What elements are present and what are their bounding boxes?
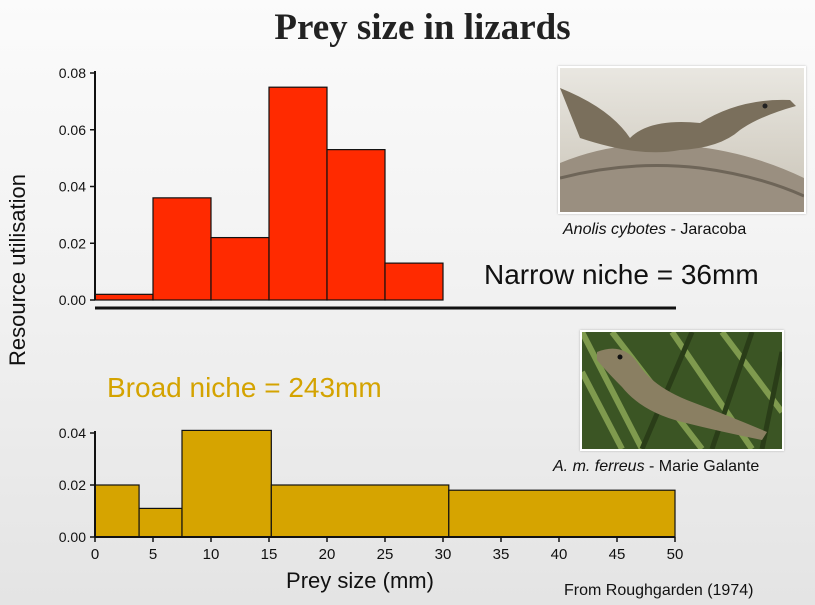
- x-tick-label-6: 30: [435, 546, 452, 563]
- bottom-bar-0: [94, 484, 140, 538]
- photo2-location: - Marie Galante: [644, 458, 760, 475]
- top-bar-1: [152, 197, 212, 301]
- bottom-y-tick-label-0: 0.04: [59, 425, 86, 441]
- bottom-y-tick-label-1: 0.02: [59, 477, 86, 493]
- x-tick-label-8: 40: [551, 546, 568, 563]
- source-citation: From Roughgarden (1974): [564, 582, 754, 599]
- top-bar-0: [94, 293, 154, 301]
- bottom-bar-4: [448, 489, 676, 538]
- x-tick-label-2: 10: [203, 546, 220, 563]
- x-tick-label-4: 20: [319, 546, 336, 563]
- photo1-location: - Jaracoba: [666, 221, 747, 238]
- axes: 0.08 0.06 0.04 0.02 0.00 0.04 0.02 0.00 0 5 10 15 20…: [5, 65, 683, 593]
- top-histogram: [94, 86, 444, 301]
- top-bar-2: [210, 236, 270, 301]
- bottom-y-tick-label-2: 0.00: [59, 529, 86, 545]
- top-bar-3: [268, 86, 328, 301]
- photo2-caption: A. m. ferreus - Marie Galante: [553, 458, 759, 476]
- x-tick-label-10: 50: [667, 546, 684, 563]
- top-y-tick-label-1: 0.06: [59, 122, 86, 138]
- bottom-bar-1: [138, 507, 183, 538]
- y-axis-title: Resource utilisation: [5, 174, 30, 366]
- x-tick-label-5: 25: [377, 546, 394, 563]
- top-y-tick-label-0: 0.08: [59, 65, 86, 81]
- x-tick-label-9: 45: [609, 546, 626, 563]
- top-y-tick-label-4: 0.00: [59, 292, 86, 308]
- x-tick-label-3: 15: [261, 546, 278, 563]
- x-tick-label-1: 5: [149, 546, 157, 563]
- am-ferreus-photo: [580, 330, 784, 451]
- x-axis-title: Prey size (mm): [286, 568, 434, 593]
- anolis-cybotes-photo: [558, 66, 806, 214]
- photo1-caption: Anolis cybotes - Jaracoba: [563, 221, 746, 239]
- top-y-tick-label-3: 0.02: [59, 235, 86, 251]
- photo2-species: A. m. ferreus: [553, 458, 645, 475]
- x-tick-label-0: 0: [91, 546, 99, 563]
- chart-title: Prey size in lizards: [274, 7, 571, 48]
- top-bar-4: [326, 149, 386, 301]
- top-y-tick-label-2: 0.04: [59, 179, 86, 195]
- broad-niche-label: Broad niche = 243mm: [107, 372, 382, 403]
- narrow-niche-label: Narrow niche = 36mm: [484, 259, 759, 290]
- bottom-histogram: [94, 429, 676, 538]
- bottom-bar-3: [270, 484, 450, 538]
- photo1-species: Anolis cybotes: [563, 221, 667, 238]
- top-bar-5: [384, 262, 444, 301]
- x-tick-label-7: 35: [493, 546, 510, 563]
- bottom-bar-2: [181, 429, 272, 538]
